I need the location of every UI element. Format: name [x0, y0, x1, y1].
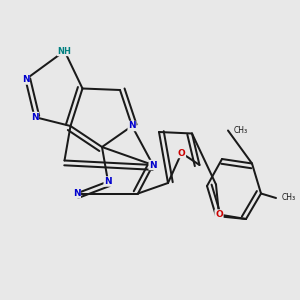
- Text: N: N: [22, 75, 29, 84]
- Text: CH₃: CH₃: [233, 126, 248, 135]
- Text: O: O: [178, 148, 185, 158]
- Text: N: N: [31, 112, 38, 122]
- Text: CH₃: CH₃: [281, 194, 296, 202]
- Text: N: N: [73, 189, 80, 198]
- Text: N: N: [104, 177, 112, 186]
- Text: NH: NH: [58, 46, 71, 56]
- Text: O: O: [215, 210, 223, 219]
- Text: N: N: [149, 160, 157, 169]
- Text: N: N: [128, 122, 136, 130]
